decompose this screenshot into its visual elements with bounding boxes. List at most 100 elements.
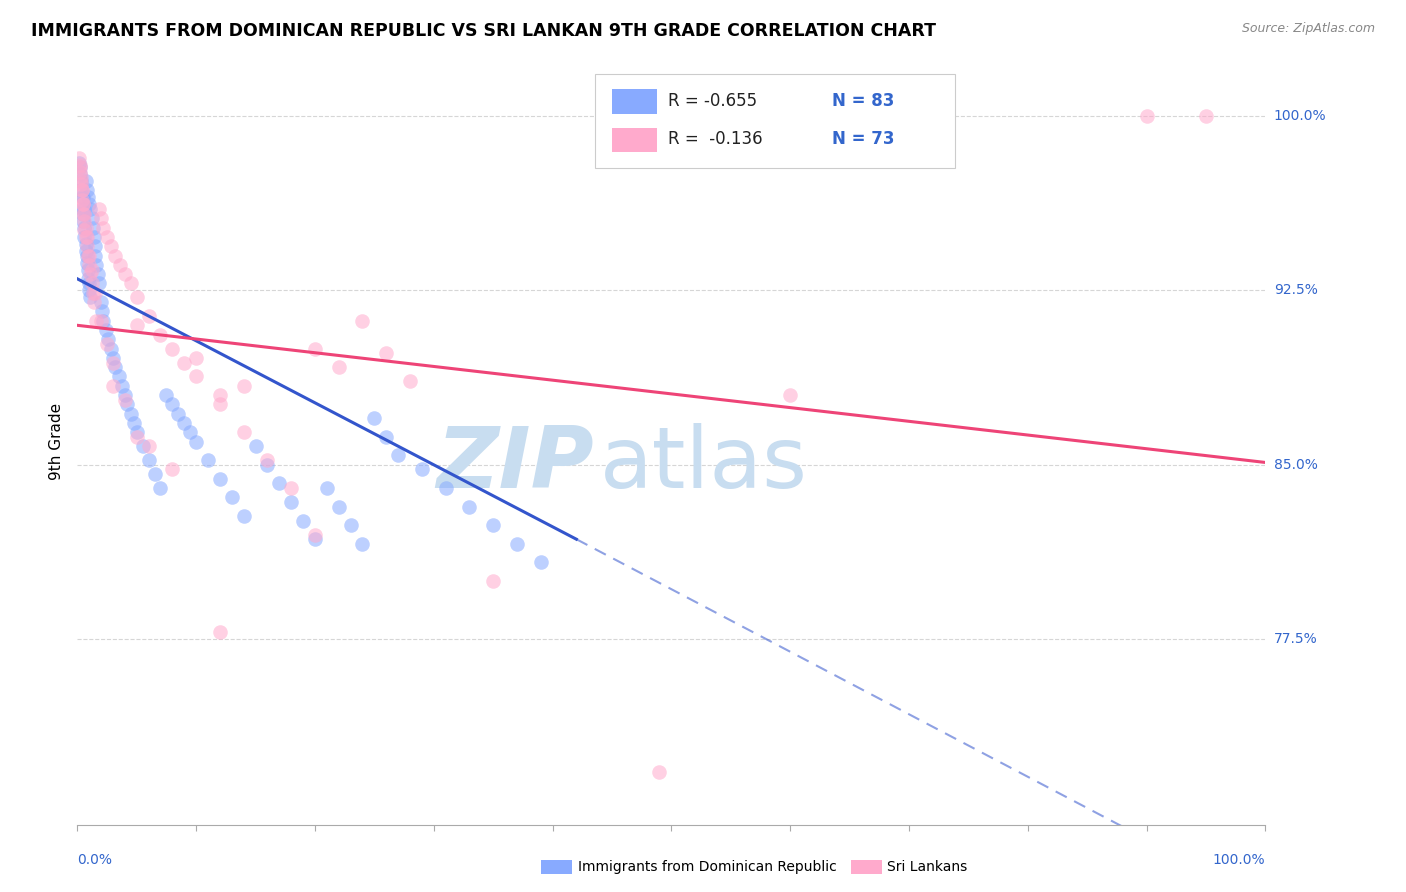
Point [83,295,105,310]
Point [280,495,302,509]
Point [79,267,101,281]
Point [162,397,184,411]
Point [77,262,100,277]
Point [73,230,96,244]
Point [256,453,278,467]
Y-axis label: 9th Grade: 9th Grade [49,403,65,480]
Point [458,500,481,514]
Point [104,360,127,375]
Point [482,574,505,588]
Point [328,360,350,375]
Point [101,351,124,365]
Point [75,244,97,258]
Point [93,220,115,235]
Point [75,220,97,235]
Point [138,309,160,323]
Point [73,223,96,237]
Point [86,313,108,327]
Point [352,313,374,327]
Point [100,342,122,356]
Point [73,220,96,235]
Point [69,158,91,172]
Point [87,277,110,291]
Point [143,467,166,481]
Point [186,434,208,449]
Point [67,151,90,165]
Point [86,258,108,272]
Point [1136,109,1159,123]
Point [96,337,118,351]
Point [69,160,91,174]
Point [101,378,124,392]
Point [97,332,120,346]
Point [114,392,136,407]
Point [77,249,100,263]
Point [77,197,100,211]
Point [280,481,302,495]
Point [90,313,112,327]
Point [80,277,103,291]
Point [124,416,146,430]
Point [186,351,208,365]
Point [304,342,326,356]
Point [108,369,131,384]
Point [70,190,93,204]
Point [72,213,94,227]
Point [232,508,254,523]
Point [69,160,91,174]
Point [82,220,104,235]
Text: 0.0%: 0.0% [77,853,112,867]
Point [76,184,98,198]
Text: IMMIGRANTS FROM DOMINICAN REPUBLIC VS SRI LANKAN 9TH GRADE CORRELATION CHART: IMMIGRANTS FROM DOMINICAN REPUBLIC VS SR… [31,22,936,40]
Point [208,472,231,486]
Point [70,174,93,188]
Point [162,462,184,476]
Point [69,165,91,179]
Point [120,407,142,421]
Point [70,202,93,216]
Point [506,537,529,551]
Point [399,374,422,388]
Text: 85.0%: 85.0% [1274,458,1317,472]
Point [245,439,267,453]
Point [70,169,93,184]
Point [70,184,93,198]
Point [76,239,98,253]
Point [304,527,326,541]
Point [269,476,291,491]
Point [73,213,96,227]
Point [208,625,231,640]
Point [256,458,278,472]
Point [162,342,184,356]
Point [77,277,100,291]
Text: 92.5%: 92.5% [1274,284,1317,297]
Point [167,407,190,421]
Point [75,174,97,188]
Point [125,318,148,333]
Point [339,518,361,533]
Point [72,197,94,211]
Point [80,211,103,226]
Point [84,239,107,253]
Point [70,174,93,188]
Point [104,249,127,263]
Point [363,411,385,425]
Point [77,190,100,204]
Point [76,230,98,244]
Point [72,207,94,221]
Point [315,481,337,495]
Point [138,439,160,453]
Point [79,290,101,304]
Point [352,537,374,551]
Point [125,425,148,440]
Point [179,425,201,440]
Point [100,239,122,253]
Point [83,230,105,244]
Point [387,449,409,463]
Point [77,284,100,298]
Point [482,518,505,533]
Point [111,378,134,392]
Point [304,532,326,546]
Text: 100.0%: 100.0% [1274,109,1326,123]
Point [186,369,208,384]
